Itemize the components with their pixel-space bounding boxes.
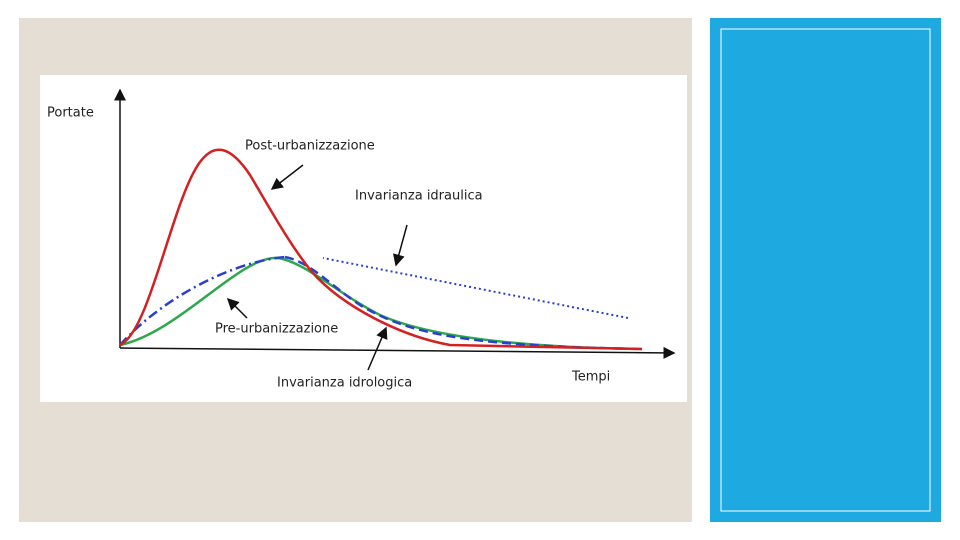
curve-invarianza-idraulica [322,257,629,319]
curve-label: Invarianza idraulica [355,189,483,204]
curve-post-urbanizzazione [119,148,643,351]
arrow [392,224,408,267]
right-panel [710,18,941,522]
curve-label: Post-urbanizzazione [245,139,375,154]
y-axis-label: Portate [47,106,94,121]
x-axis-label: Tempi [571,370,610,385]
x-axis [119,346,676,359]
curve-label: Invarianza idrologica [277,376,412,391]
arrow [367,326,388,371]
panel-border [720,28,931,512]
arrow [270,164,304,190]
arrow [226,297,248,319]
curve-label: Pre-urbanizzazione [215,322,338,337]
curve-invarianza-idrologica [284,255,643,351]
